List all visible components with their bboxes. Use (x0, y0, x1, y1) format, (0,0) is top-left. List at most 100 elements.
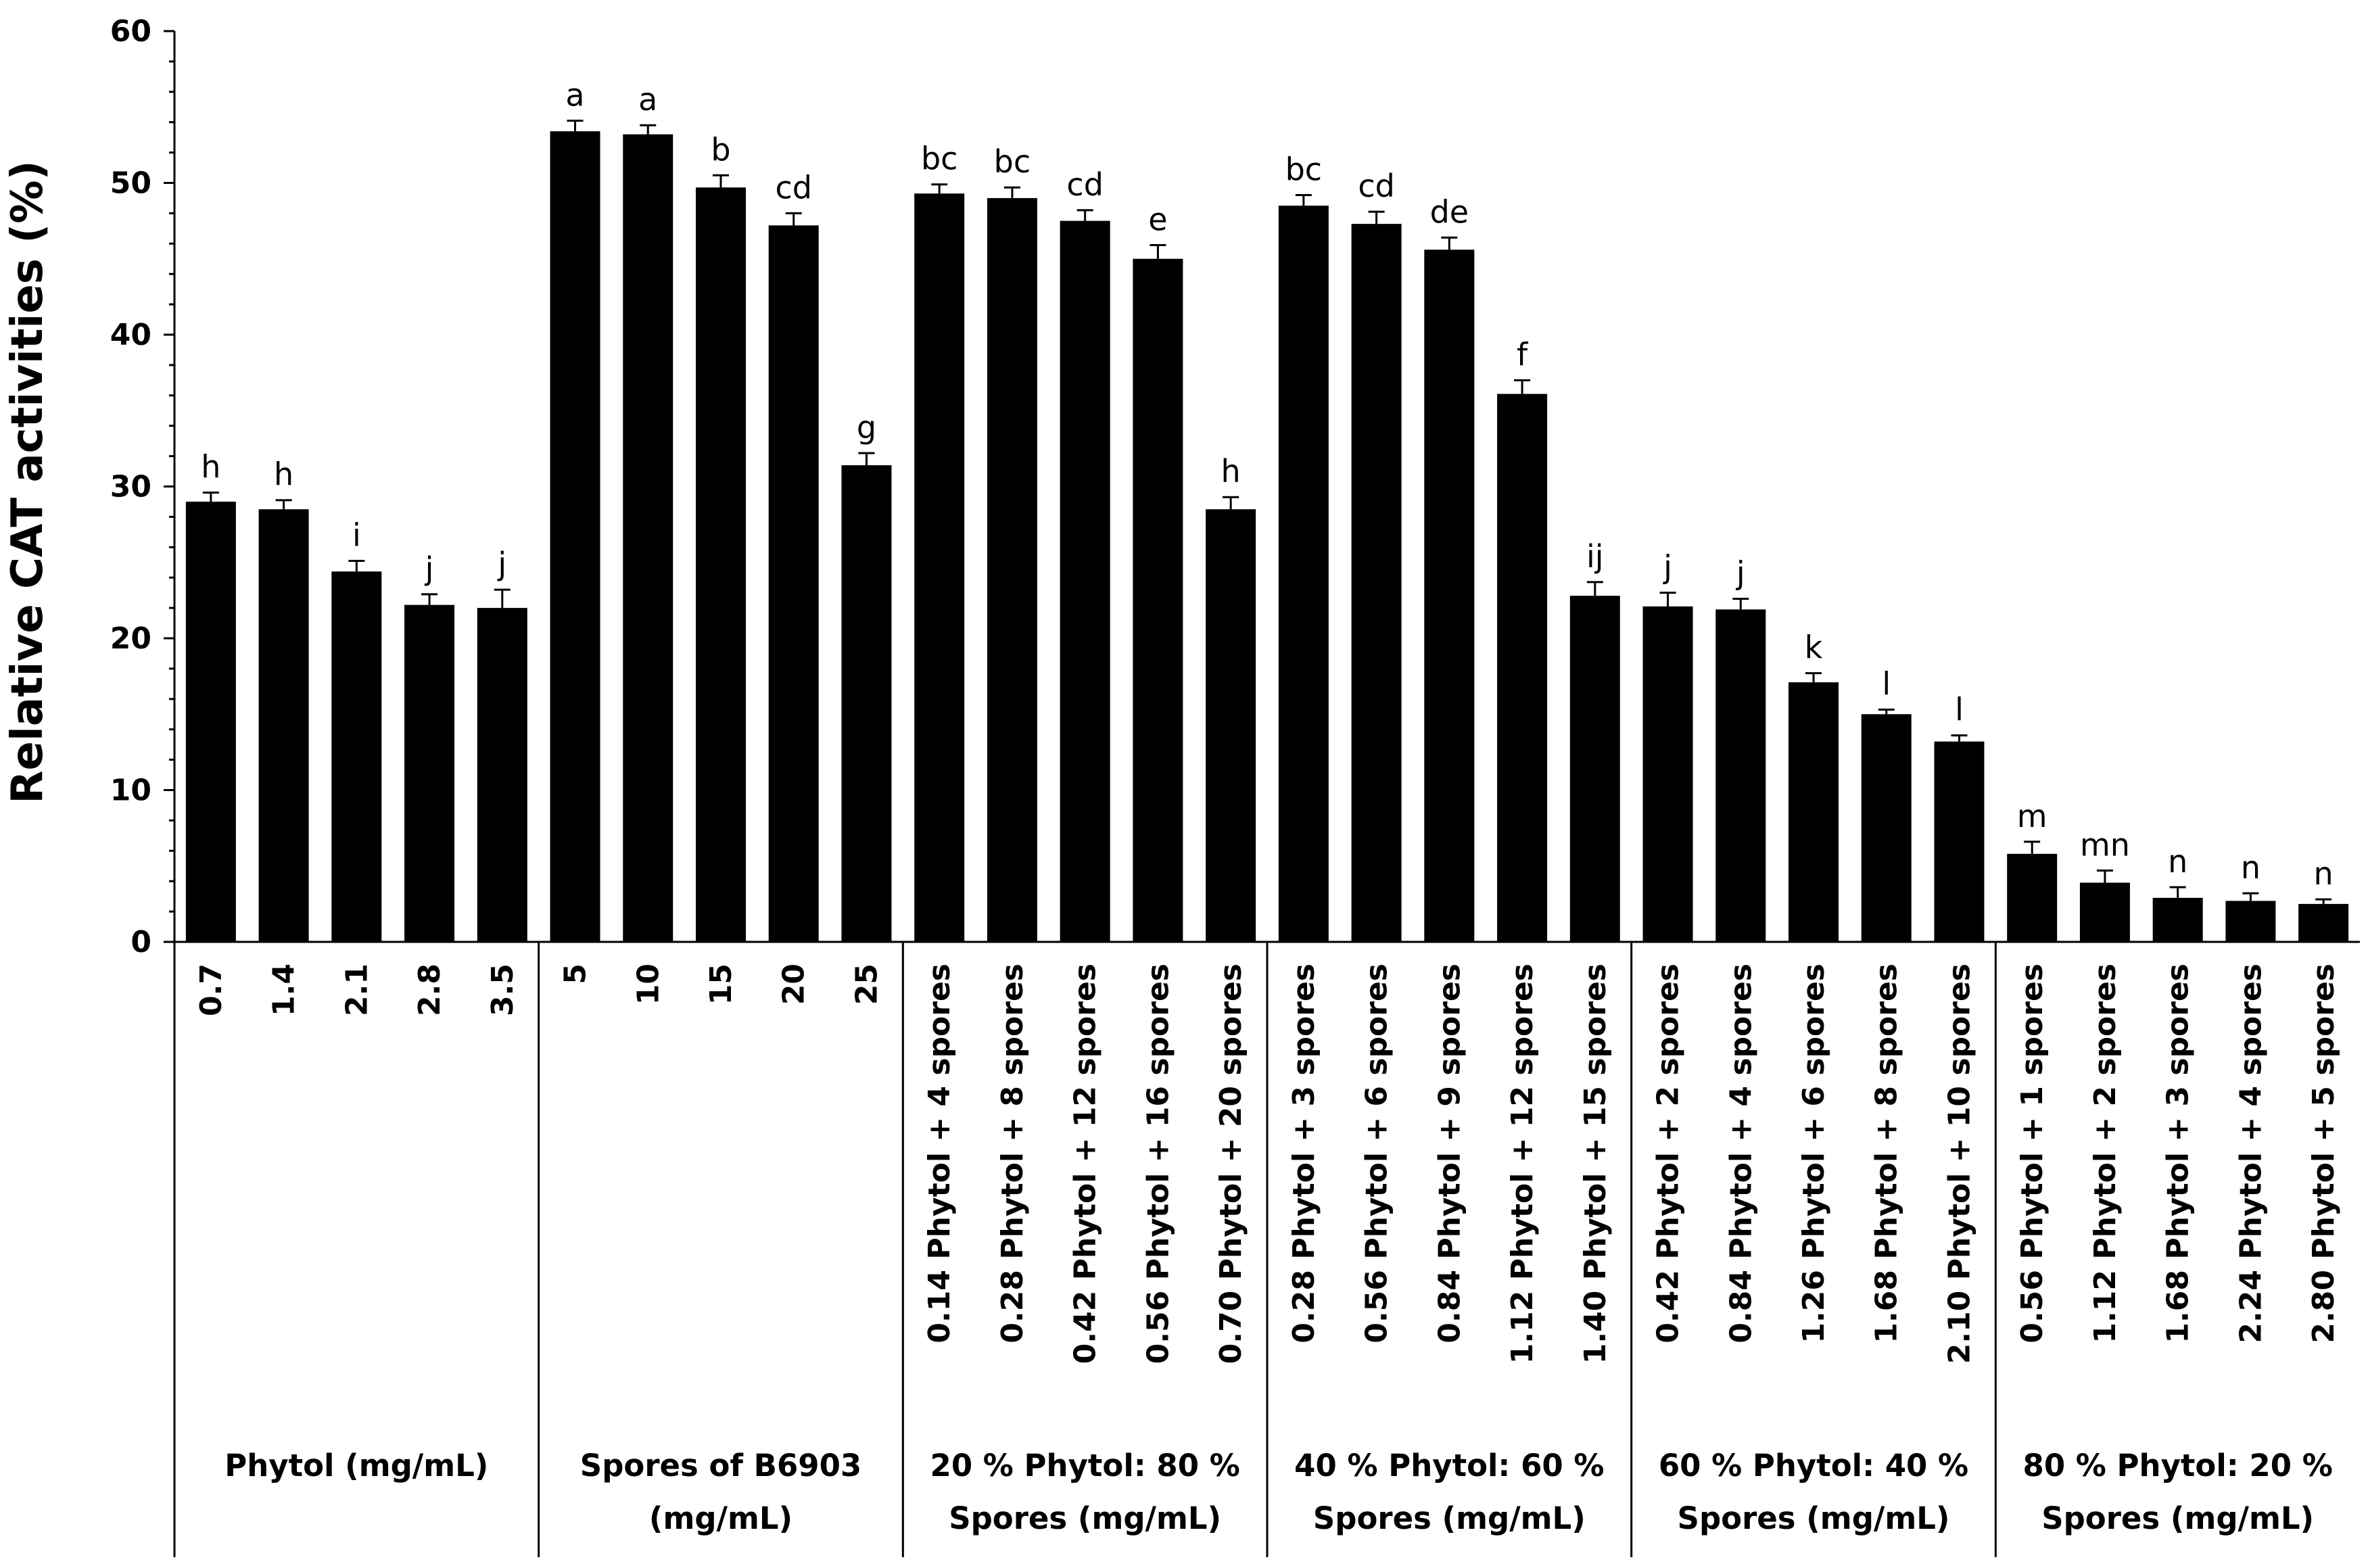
significance-letter: b (711, 131, 730, 168)
significance-letter: n (2314, 855, 2334, 892)
bar (2152, 897, 2203, 942)
x-tick-label: 0.56 Phytol + 1 spores (2015, 964, 2050, 1344)
group-label: Spores (mg/mL) (2041, 1500, 2314, 1536)
bar (987, 197, 1037, 943)
bar (2225, 901, 2276, 942)
y-tick-label: 50 (110, 166, 151, 201)
x-tick-label: 0.7 (194, 964, 229, 1016)
significance-letter: cd (775, 169, 812, 206)
significance-letter: k (1805, 629, 1823, 666)
significance-letter: i (352, 517, 361, 554)
bars (185, 131, 2349, 943)
x-tick-label: 0.28 Phytol + 3 spores (1287, 964, 1321, 1344)
group-label: Spores (mg/mL) (1678, 1500, 1950, 1536)
significance-letter: e (1148, 201, 1167, 238)
bar (2079, 882, 2130, 942)
bar (1133, 258, 1183, 942)
significance-letter: cd (1066, 166, 1104, 203)
x-tick-label: 2.1 (339, 964, 374, 1016)
y-tick-label: 20 (110, 621, 151, 656)
x-tick-label: 0.14 Phytol + 4 spores (922, 964, 957, 1344)
x-tick-label: 1.4 (267, 964, 302, 1016)
x-tick-label: 1.40 Phytol + 15 spores (1578, 964, 1613, 1364)
x-tick-label: 0.28 Phytol + 8 spores (995, 964, 1030, 1344)
bar (1206, 509, 1256, 942)
x-tick-label: 0.42 Phytol + 12 spores (1068, 964, 1103, 1364)
x-tick-label: 1.26 Phytol + 6 spores (1797, 964, 1831, 1344)
x-tick-label: 25 (849, 964, 884, 1005)
group-label: 20 % Phytol: 80 % (930, 1448, 1240, 1483)
y-tick-label: 10 (110, 774, 151, 808)
x-tick-label: 2.80 Phytol + 5 spores (2306, 964, 2341, 1344)
bar (841, 465, 892, 942)
bar (1497, 394, 1548, 942)
significance-letter: mn (2080, 826, 2130, 863)
bar (914, 193, 965, 943)
group-label: Spores of B6903 (580, 1448, 861, 1483)
y-tick-label: 40 (110, 318, 151, 352)
group-label: 80 % Phytol: 20 % (2023, 1448, 2333, 1483)
bar (696, 187, 746, 942)
y-tick-label: 30 (110, 470, 151, 504)
significance-letter: de (1430, 193, 1469, 230)
bar (185, 501, 236, 942)
x-tick-label: 2.8 (412, 964, 447, 1016)
bar (1934, 741, 1985, 942)
bar (550, 131, 600, 942)
significance-letter: bc (921, 141, 958, 177)
error-bars (202, 119, 2332, 904)
bar (1351, 224, 1402, 942)
x-tick-label: 0.70 Phytol + 20 spores (1214, 964, 1248, 1364)
significance-letter: j (1663, 549, 1672, 586)
significance-letter: h (1221, 453, 1241, 490)
bar (1789, 682, 1839, 942)
bar (1861, 714, 1912, 942)
x-tick-label: 1.12 Phytol + 2 spores (2088, 964, 2123, 1344)
y-axis-label: Relative CAT activities (%) (3, 160, 53, 803)
group-label: Spores (mg/mL) (1313, 1500, 1586, 1536)
significance-letter: h (274, 456, 293, 493)
x-tick-label: 3.5 (486, 964, 520, 1016)
x-tick-label: 0.42 Phytol + 2 spores (1651, 964, 1686, 1344)
significance-letter: m (2017, 798, 2047, 834)
group-labels: Phytol (mg/mL) Spores of B6903 (mg/mL) 20 %… (224, 1448, 2333, 1536)
bar (768, 225, 819, 942)
bar (2007, 853, 2058, 942)
significance-letter: ij (1586, 538, 1604, 575)
significance-letter: l (1955, 692, 1964, 728)
significance-letter: n (2241, 849, 2260, 886)
significance-letter: j (497, 546, 506, 582)
y-tick-label: 0 (131, 925, 151, 959)
bar (623, 134, 673, 942)
x-tick-label: 1.68 Phytol + 8 spores (1870, 964, 1904, 1344)
x-tick-label: 0.56 Phytol + 6 spores (1360, 964, 1394, 1344)
significance-letter: bc (994, 143, 1031, 180)
x-tick-label: 1.68 Phytol + 3 spores (2161, 964, 2196, 1344)
bar (2298, 903, 2349, 942)
bar (477, 608, 527, 942)
x-tick-label: 20 (777, 964, 811, 1005)
group-label: 40 % Phytol: 60 % (1294, 1448, 1604, 1483)
bar (258, 509, 309, 942)
significance-letter: g (857, 409, 876, 446)
x-axis-tick-labels: 0.7 1.4 2.1 2.8 3.5 5 10 15 20 25 0.14 Phytol + 4 … (194, 964, 2341, 1364)
group-label: (mg/mL) (649, 1500, 792, 1536)
bar (1642, 606, 1693, 942)
bar (1060, 220, 1110, 942)
group-label: Spores (mg/mL) (949, 1500, 1221, 1536)
significance-letter: f (1517, 336, 1529, 373)
x-tick-label: 2.24 Phytol + 4 spores (2233, 964, 2268, 1344)
significance-letter: h (201, 448, 220, 485)
y-tick-label: 60 (110, 14, 151, 49)
significance-letter: l (1882, 666, 1891, 703)
y-axis-ticks: 0 10 20 30 40 50 60 (110, 14, 174, 959)
x-tick-label: 2.10 Phytol + 10 spores (1942, 964, 1976, 1364)
x-tick-label: 15 (704, 964, 738, 1005)
bar (1278, 206, 1329, 942)
significance-letter: j (1736, 555, 1745, 592)
significance-letter: bc (1285, 151, 1323, 187)
significance-letter: n (2168, 843, 2187, 880)
significance-letter: a (565, 76, 584, 113)
